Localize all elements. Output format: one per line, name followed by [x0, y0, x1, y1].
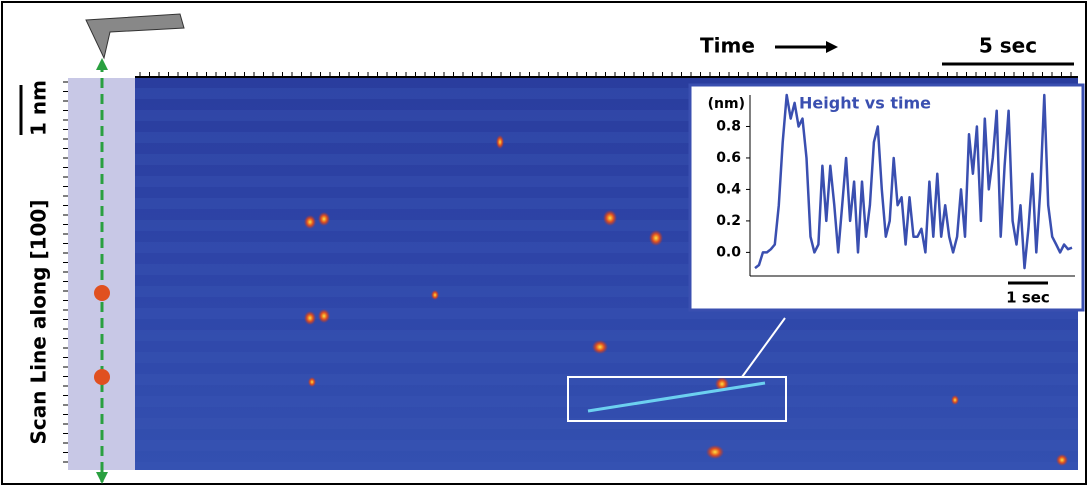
inset-scale-label: 1 sec: [1006, 289, 1050, 307]
inset-title: Height vs time: [799, 94, 931, 113]
inset-y-label: (nm): [708, 96, 745, 112]
height-line: [754, 93, 1073, 270]
y-tick-label: 0.2: [716, 213, 741, 229]
y-tick-label: 0.4: [716, 181, 741, 197]
time-arrow-head: [826, 41, 838, 53]
y-tick-label: 0.0: [716, 244, 741, 260]
selection-box: [567, 376, 787, 422]
inset: [688, 83, 1085, 312]
y-tick-label: 0.8: [716, 118, 741, 134]
y-axis-label: Scan Line along [100]: [27, 200, 51, 445]
profile-line: [587, 381, 766, 413]
length-scale: 1 nm: [27, 80, 51, 136]
time-label: Time: [700, 34, 755, 58]
lattice-strip: [68, 13, 185, 484]
time-scale: 5 sec: [979, 34, 1037, 58]
y-tick-label: 0.6: [716, 150, 741, 166]
callout-arrow: [741, 317, 786, 378]
